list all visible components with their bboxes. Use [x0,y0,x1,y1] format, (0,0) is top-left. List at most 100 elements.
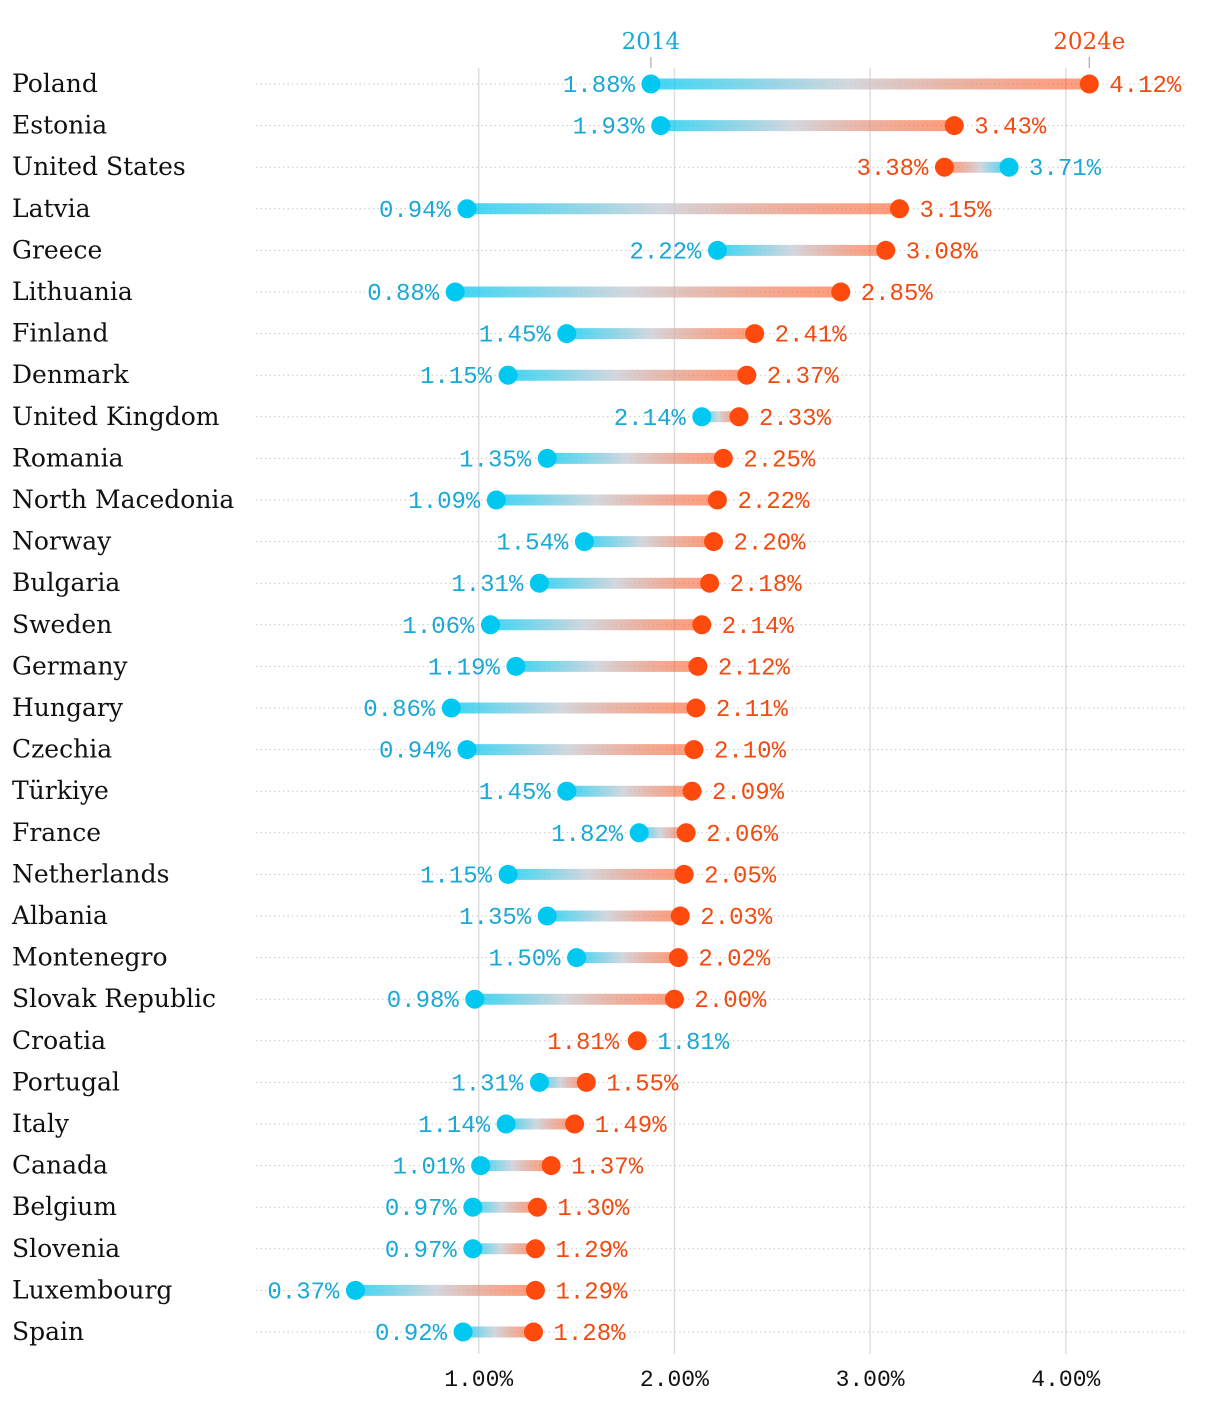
dot-2024e [525,1280,545,1300]
country-label: Belgium [12,1192,117,1221]
value-label-2024e: 1.30% [557,1196,630,1223]
country-row: Netherlands 1.15% 2.05% [12,859,777,890]
value-label-2024e: 2.12% [718,655,791,682]
dot-2014 [465,989,485,1009]
dot-2014 [457,199,477,219]
value-label-2024e: 2.37% [767,364,840,391]
value-label-2024e: 2.03% [700,905,773,932]
country-row: United States 3.71% 3.38% [12,152,1102,183]
country-row: United Kingdom 2.14% 2.33% [12,402,832,433]
value-label-2024e: 1.29% [555,1279,628,1306]
country-row: Latvia 0.94% 3.15% [12,194,992,225]
value-label-2014: 0.98% [387,988,460,1015]
dot-2024e [704,532,724,552]
country-label: Bulgaria [12,568,120,597]
value-label-2024e: 2.85% [861,281,934,308]
value-label-2014: 0.97% [385,1196,458,1223]
dot-2014 [345,1280,365,1300]
value-label-2014: 1.09% [408,489,481,516]
country-row: Türkiye 1.45% 2.09% [12,776,785,807]
x-tick-label: 4.00% [1031,1367,1100,1393]
country-label: Sweden [12,610,112,639]
value-label-2014: 2.22% [629,239,702,266]
dot-2024e [692,615,712,635]
country-row: Lithuania 0.88% 2.85% [12,277,933,308]
dot-2014 [498,365,518,385]
dot-2024e [670,906,690,926]
country-row: Luxembourg 0.37% 1.29% [12,1275,628,1306]
value-label-2024e: 1.28% [553,1321,626,1348]
dot-2024e [664,989,684,1009]
dot-2014 [629,823,649,843]
value-label-2014: 1.82% [551,822,624,849]
country-row: Albania 1.35% 2.03% [11,901,773,932]
country-label: Luxembourg [12,1275,172,1304]
dot-2014 [574,532,594,552]
value-label-2024e: 1.29% [555,1238,628,1265]
value-label-2024e: 4.12% [1109,73,1182,100]
country-label: Netherlands [12,859,169,888]
value-label-2014: 1.19% [428,655,501,682]
country-rows: Poland 1.88% 4.12% Estonia 1.93% 3.43% United … [11,69,1182,1348]
dot-2024e [684,740,704,760]
country-label: Latvia [12,194,91,223]
value-label-2014: 1.88% [563,73,636,100]
country-row: Croatia 1.81% 1.81% [12,1026,730,1057]
country-label: Albania [11,901,108,930]
dot-2024e [576,1072,596,1092]
value-label-2024e: 2.33% [759,406,832,433]
country-row: Canada 1.01% 1.37% [12,1151,644,1182]
value-label-2014: 1.15% [420,364,493,391]
value-label-2014: 0.94% [379,198,452,225]
value-label-2024e: 3.15% [919,198,992,225]
country-row: Spain 0.92% 1.28% [12,1317,626,1348]
dot-2024e [713,448,733,468]
value-label-2024e: 2.22% [737,489,810,516]
dot-2014 [480,615,500,635]
legend-2024e: 2024e [1053,29,1125,55]
country-label: Estonia [12,111,107,140]
dot-2024e [889,199,909,219]
value-label-2024e: 2.02% [698,947,771,974]
country-row: Czechia 0.94% 2.10% [12,735,787,766]
dot-2024e [682,781,702,801]
dot-2014 [567,948,587,968]
dot-2014 [498,864,518,884]
value-label-2024e: 2.25% [743,447,816,474]
country-row: Greece 2.22% 3.08% [12,235,978,266]
dot-2014 [471,1156,491,1176]
dot-2014 [537,448,557,468]
country-label: Lithuania [12,277,133,306]
country-row: North Macedonia 1.09% 2.22% [12,485,810,516]
value-label-2024e: 3.43% [974,115,1047,142]
dot-2014 [486,490,506,510]
dot-2014 [707,240,727,260]
country-label: Czechia [12,735,112,764]
x-axis: 1.00% 2.00% 3.00% 4.00% [444,1367,1100,1393]
value-label-2024e: 2.00% [694,988,767,1015]
value-label-2014: 0.94% [379,739,452,766]
country-row: France 1.82% 2.06% [12,818,779,849]
dot-2024e [934,157,954,177]
dot-2024e [627,1031,647,1051]
country-row: Italy 1.14% 1.49% [12,1109,667,1140]
dot-2024e [831,282,851,302]
country-label: Finland [12,319,108,348]
country-row: Sweden 1.06% 2.14% [12,610,794,641]
country-label: Hungary [12,693,124,722]
row-guides [256,83,1186,1333]
country-row: Hungary 0.86% 2.11% [12,693,789,724]
value-label-2024e: 1.37% [571,1155,644,1182]
dot-2024e [944,116,964,136]
value-label-2024e: 2.20% [734,531,807,558]
dot-2024e [707,490,727,510]
value-label-2014: 1.14% [418,1113,491,1140]
value-label-2024e: 2.18% [730,572,803,599]
value-label-2014: 1.35% [459,447,532,474]
dot-2024e [745,324,765,344]
dot-2024e [676,823,696,843]
country-row: Denmark 1.15% 2.37% [12,360,839,391]
value-label-2024e: 2.05% [704,863,777,890]
country-label: Poland [12,69,98,98]
country-row: Portugal 1.31% 1.55% [12,1067,679,1098]
